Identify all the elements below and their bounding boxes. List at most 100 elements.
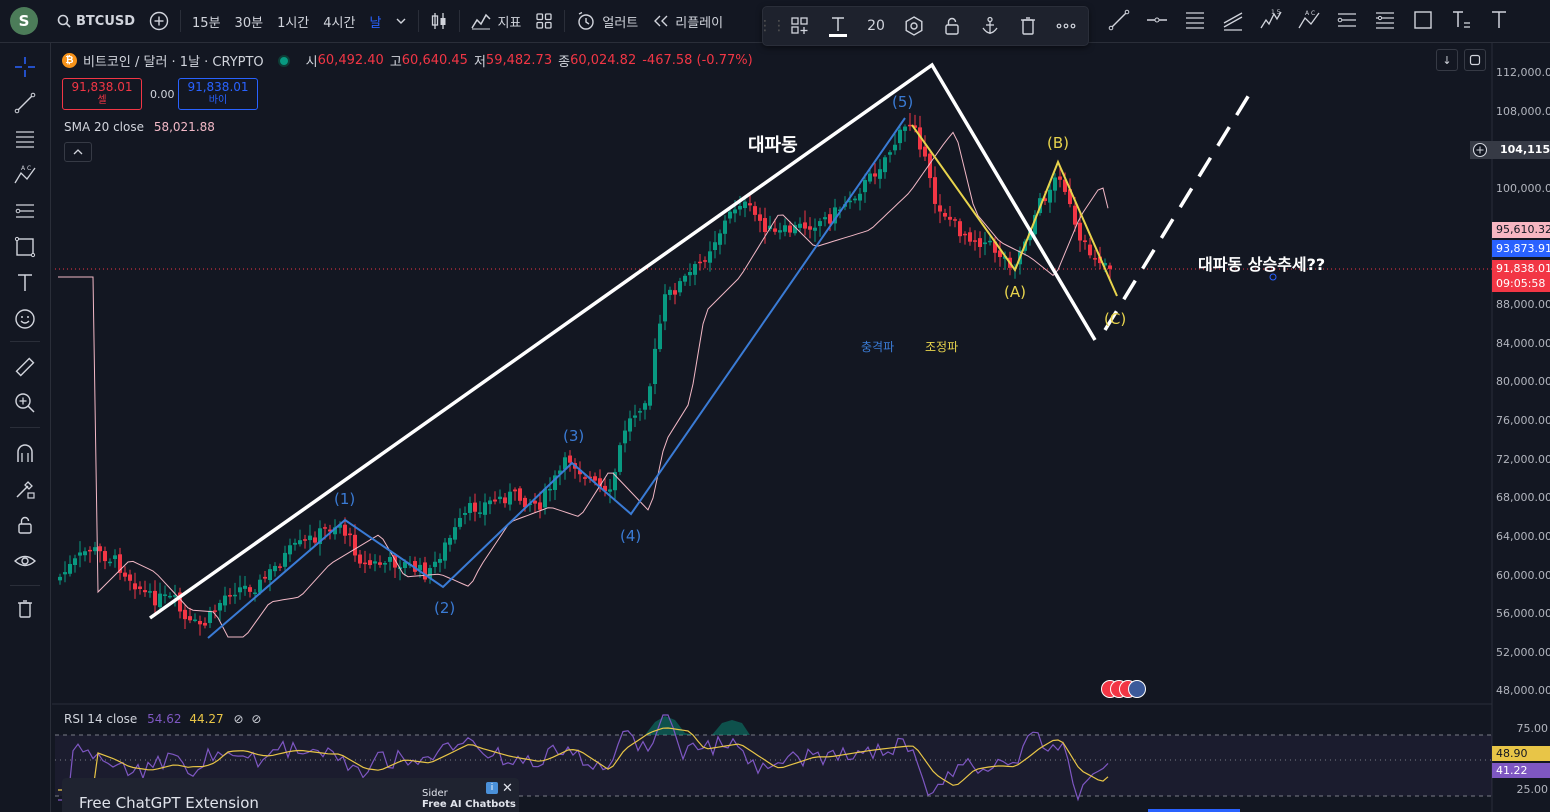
wave-4-label[interactable]: (4) [620,527,642,545]
ad-close-button[interactable]: ✕ [502,781,513,796]
wave-b-label[interactable]: (B) [1047,134,1069,152]
line-tool[interactable] [9,87,41,119]
candle-body [463,512,467,515]
magnet-tool[interactable] [9,437,41,469]
price-tick: 108,000.00 [1496,105,1550,118]
measure-tool[interactable] [9,351,41,383]
interval-1h[interactable]: 1시간 [277,15,310,31]
candle-body [143,590,147,593]
extension-ad-banner[interactable]: Free ChatGPT Extension Sider Free AI Cha… [62,778,519,812]
fib-retracement-tool[interactable] [1328,1,1366,39]
rsi-legend[interactable]: RSI 14 close 54.62 44.27 ⊘ ⊘ [64,712,261,726]
economic-events-badge[interactable] [1101,680,1149,698]
candle-body [1048,189,1052,203]
candle-body [638,411,642,413]
elliott-impulse-tool[interactable]: 1 5 [1252,1,1290,39]
buy-button[interactable]: 91,838.01 바이 [178,78,258,110]
wave-a-label[interactable]: (A) [1004,283,1026,301]
candle-body [203,622,207,626]
fib-channel-tool[interactable] [1366,1,1404,39]
candle-body [68,563,72,574]
candle-body [608,489,612,492]
drag-handle[interactable]: ⋮⋮ [758,18,786,34]
templates-button[interactable] [528,0,560,42]
candle-body [583,477,587,479]
pattern-tool[interactable]: A C [9,159,41,191]
lock-all-drawings[interactable] [9,509,41,541]
reset-chart-button[interactable] [1464,49,1486,71]
candle-body [748,203,752,206]
replay-button[interactable]: 리플레이 [645,0,730,42]
fib-tool[interactable] [9,195,41,227]
user-avatar[interactable]: S [10,7,38,35]
lock-drawing-button[interactable] [933,7,971,45]
big-wave-label[interactable]: 대파동 [748,135,798,156]
elliott-correction-tool[interactable]: A C [1290,1,1328,39]
scroll-down-button[interactable]: ↓ [1436,49,1458,71]
channel-tool[interactable] [9,123,41,155]
rectangle-tool[interactable] [1404,1,1442,39]
plus-circle-icon[interactable] [1472,142,1488,158]
text-note-tool[interactable] [1442,1,1480,39]
interval-1d[interactable]: 날 [369,15,382,31]
trend-line-tool[interactable] [1100,1,1138,39]
alerts-button[interactable]: 얼러트 [569,0,645,42]
open-label: 시 [305,55,318,70]
interval-15m[interactable]: 15분 [192,15,221,31]
delete-drawing-button[interactable] [1009,7,1047,45]
more-button[interactable] [1047,7,1085,45]
uptrend-question-label[interactable]: 대파동 상승추세?? [1198,255,1326,274]
interval-30m[interactable]: 30분 [234,15,264,31]
interval-4h[interactable]: 4시간 [323,15,356,31]
compare-button[interactable] [142,0,176,42]
shapes-tool[interactable] [9,231,41,263]
chart-type-button[interactable] [423,0,455,42]
text-tool[interactable] [1480,1,1518,39]
text-color-button[interactable] [819,7,857,45]
candle-body [873,173,877,177]
remove-drawings[interactable] [9,593,41,625]
price-tick: 72,000.00 [1496,453,1550,466]
symbol-name: BTCUSD [76,13,136,29]
zoom-tool[interactable] [9,387,41,419]
hide-drawings[interactable] [9,545,41,577]
wave-1-label[interactable]: (1) [334,490,356,508]
impulse-wave-label[interactable]: 충격파 [861,340,895,354]
candle-body [878,169,882,179]
ad-info-icon[interactable]: i [486,782,498,794]
legend-title[interactable]: 비트코인 / 달러 · 1날 · CRYPTO [83,55,264,70]
change-value: -467.58 (-0.77%) [642,53,753,68]
pitchfork-tool[interactable] [1214,1,1252,39]
sell-button[interactable]: 91,838.01 셀 [62,78,142,110]
collapse-legend-button[interactable] [64,142,92,162]
candle-body [508,491,512,505]
candle-body [188,616,192,621]
horizontal-ray-tool[interactable] [1138,1,1176,39]
divider [180,10,182,32]
interval-dropdown[interactable] [388,0,414,42]
stay-in-drawing-mode[interactable] [9,473,41,505]
price-chart[interactable] [52,43,1550,812]
text-tool[interactable] [9,267,41,299]
crosshair-tool[interactable] [9,51,41,83]
trend-line-icon [14,92,36,114]
wave-3-label[interactable]: (3) [563,427,585,445]
sma-legend[interactable]: SMA 20 close 58,021.88 [64,120,215,134]
correction-wave-label[interactable]: 조정파 [925,340,959,354]
font-size-select[interactable]: 20 [867,18,885,34]
emoji-tool[interactable] [9,303,41,335]
wave-c-label[interactable]: (C) [1104,310,1127,328]
wave-5-label[interactable]: (5) [892,93,914,111]
parallel-channel-tool[interactable] [1176,1,1214,39]
symbol-search[interactable]: BTCUSD [50,0,142,42]
anchor-button[interactable] [971,7,1009,45]
candle-body [1108,265,1112,269]
candle-body [323,527,327,529]
candle-body [793,225,797,234]
candle-body [378,562,382,565]
indicators-button[interactable]: 지표 [464,0,528,42]
settings-button[interactable] [895,7,933,45]
add-template-button[interactable] [781,7,819,45]
wave-2-label[interactable]: (2) [434,599,456,617]
price-tick: 88,000.00 [1496,298,1550,311]
